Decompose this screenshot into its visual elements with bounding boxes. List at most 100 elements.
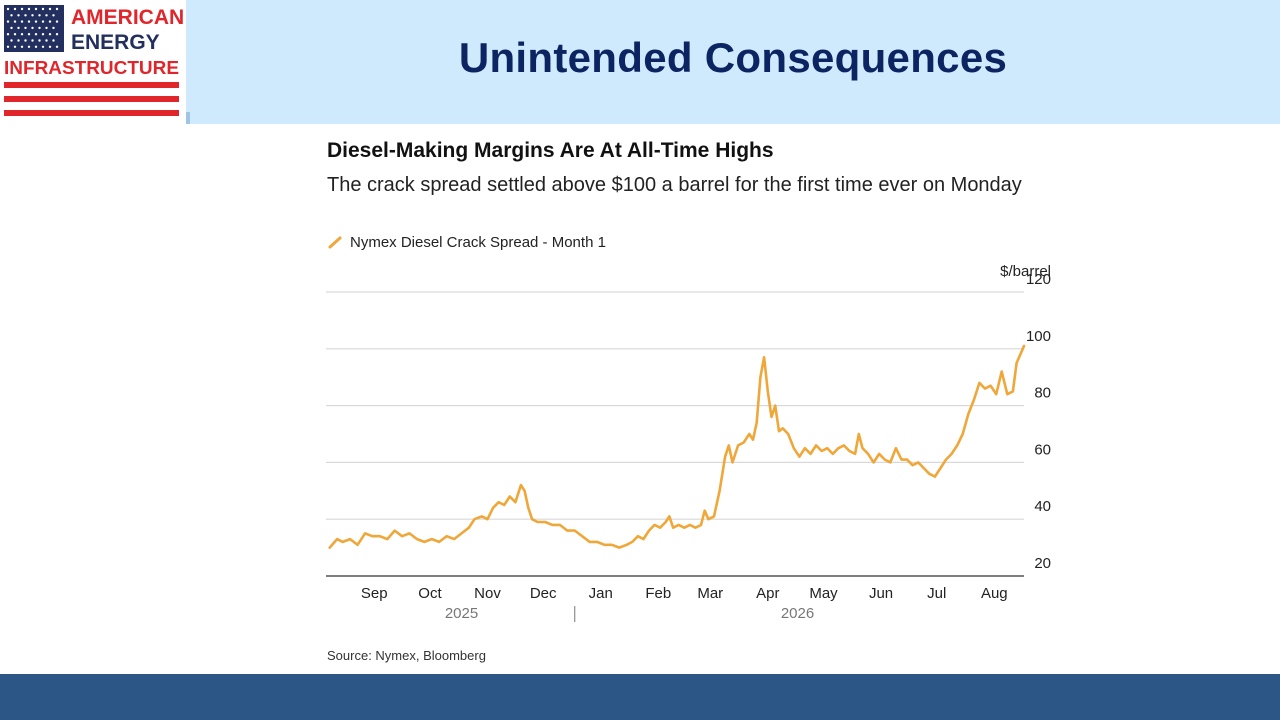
data-point [703, 509, 706, 512]
data-point [531, 518, 533, 521]
x-year-label: 2025 [445, 605, 478, 622]
chart-subtitle: The crack spread settled above $100 a ba… [327, 174, 1022, 196]
logo-star-icon [17, 26, 20, 30]
logo-line-energy: ENERGY [71, 31, 160, 54]
data-point [416, 538, 418, 540]
data-point [895, 447, 897, 450]
logo-star-icon [24, 26, 27, 30]
data-point [336, 538, 338, 540]
chart-card [302, 126, 1094, 674]
x-tick-label: Jan [589, 585, 613, 602]
data-point [508, 495, 511, 498]
logo-star-icon [38, 39, 41, 42]
data-point [603, 543, 606, 546]
data-point [857, 433, 860, 435]
data-point [1023, 345, 1025, 347]
data-point [356, 543, 359, 546]
x-tick-label: Oct [418, 585, 442, 602]
logo-star-icon [45, 26, 48, 30]
data-point [759, 376, 762, 379]
chart-source: Source: Nymex, Bloomberg [327, 648, 486, 663]
header-divider [186, 112, 190, 124]
logo-star-field [4, 5, 64, 52]
logo-star-icon [6, 33, 10, 36]
data-point [468, 526, 470, 529]
data-point [328, 546, 331, 549]
logo-star-icon [34, 7, 38, 11]
data-point [752, 438, 754, 441]
logo-star-icon [20, 45, 24, 48]
logo-star-icon [45, 14, 48, 17]
data-point [731, 461, 734, 464]
logo-star-icon [34, 45, 38, 48]
data-point [514, 501, 517, 504]
x-tick-label: Jun [869, 585, 893, 602]
data-point [625, 543, 628, 546]
data-point [1000, 370, 1003, 373]
data-point [809, 453, 812, 455]
x-tick-label: Feb [645, 585, 671, 602]
logo-star-icon [55, 45, 59, 48]
logo-star-icon [20, 20, 24, 23]
logo-star-icon [10, 14, 13, 17]
logo-star-icon [31, 39, 34, 42]
data-point [659, 526, 661, 529]
logo-star-icon [27, 33, 31, 36]
legend-line-icon [328, 236, 342, 249]
data-point [492, 506, 494, 509]
data-point [872, 461, 875, 464]
data-point [889, 461, 892, 464]
data-point [689, 524, 691, 526]
data-point [694, 526, 697, 529]
y-tick-label: 80 [1034, 385, 1051, 402]
x-tick-label: Apr [756, 585, 779, 602]
data-point [737, 444, 739, 447]
data-point [950, 453, 953, 455]
y-tick-label: 40 [1034, 498, 1051, 515]
logo-star-icon [6, 7, 10, 11]
logo-star-icon [48, 45, 52, 48]
data-point [401, 535, 403, 538]
data-point [792, 447, 795, 450]
data-point [1019, 353, 1022, 356]
data-point [648, 529, 650, 532]
data-point [713, 515, 715, 518]
logo-star-icon [24, 14, 27, 17]
data-point [939, 467, 942, 469]
data-point [945, 458, 947, 461]
data-point [911, 464, 914, 467]
data-point [837, 447, 840, 450]
data-point [503, 504, 506, 506]
data-point [727, 444, 730, 447]
data-point [1015, 362, 1018, 364]
legend-label: Nymex Diesel Crack Spread - Month 1 [350, 233, 606, 251]
data-point [995, 393, 998, 396]
data-point [349, 538, 351, 540]
chart-title: Diesel-Making Margins Are At All-Time Hi… [327, 139, 774, 162]
logo-star-icon [20, 33, 24, 36]
data-point [637, 535, 639, 538]
logo-star-icon [48, 20, 52, 23]
logo-stars [6, 7, 59, 48]
data-point [544, 521, 546, 523]
logo-star-icon [41, 20, 45, 23]
company-logo: AMERICAN ENERGY INFRASTRUCTURE [0, 0, 186, 124]
data-point [596, 541, 598, 543]
data-point [588, 541, 591, 543]
data-point [848, 450, 851, 452]
data-point [843, 444, 845, 447]
logo-star-icon [13, 20, 17, 23]
data-point [707, 518, 710, 521]
data-point [906, 458, 908, 461]
logo-star-icon [10, 26, 13, 30]
y-axis-labels: 20 40 60 80 100 120 [1026, 271, 1051, 572]
x-tick-label: Dec [530, 585, 557, 602]
logo-star-icon [17, 14, 20, 17]
data-point [1012, 390, 1014, 393]
data-point [748, 433, 751, 435]
logo-star-icon [13, 45, 17, 48]
y-tick-label: 20 [1034, 555, 1051, 572]
data-point [523, 489, 526, 492]
data-point [683, 526, 686, 529]
data-point [408, 532, 411, 535]
